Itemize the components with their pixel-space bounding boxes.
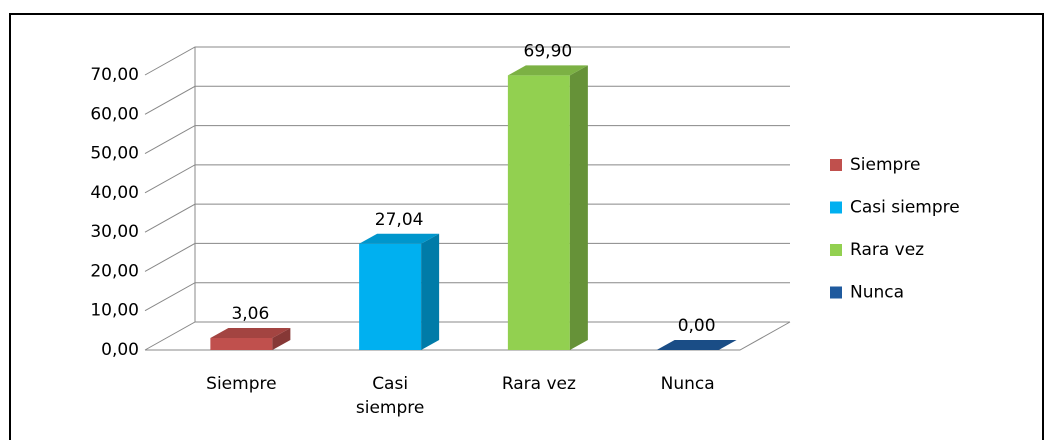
legend-swatch bbox=[830, 286, 842, 299]
grid-line bbox=[144, 282, 790, 312]
y-tick-label: 40,00 bbox=[90, 183, 139, 203]
bar-top bbox=[656, 340, 737, 350]
bar-front bbox=[359, 243, 422, 350]
grid-line bbox=[144, 125, 790, 155]
legend-label: Siempre bbox=[850, 155, 920, 175]
bar-top bbox=[507, 65, 588, 76]
bar-front bbox=[210, 337, 273, 350]
y-tick-label: 50,00 bbox=[90, 144, 139, 164]
grid-line bbox=[144, 242, 790, 272]
legend-label: Nunca bbox=[850, 283, 904, 303]
bar-front bbox=[507, 75, 570, 351]
y-tick-label: 10,00 bbox=[90, 301, 139, 321]
y-tick-label: 30,00 bbox=[90, 222, 139, 242]
x-tick-label: Nunca bbox=[660, 374, 715, 394]
bar-side bbox=[569, 65, 588, 351]
legend-label: Rara vez bbox=[850, 240, 924, 260]
y-tick-label: 70,00 bbox=[90, 65, 139, 85]
y-tick-label: 0,00 bbox=[101, 340, 139, 360]
value-label: 0,00 bbox=[678, 316, 716, 336]
floor bbox=[145, 321, 791, 351]
grid-line bbox=[144, 203, 790, 233]
x-tick-label: Siempre bbox=[206, 374, 277, 394]
y-tick-label: 20,00 bbox=[90, 261, 139, 281]
value-label: 3,06 bbox=[231, 304, 269, 324]
legend-swatch bbox=[830, 244, 842, 256]
value-label: 69,90 bbox=[524, 41, 573, 61]
bar-top bbox=[210, 327, 291, 338]
value-label: 27,04 bbox=[375, 210, 424, 230]
legend-label: Casi siempre bbox=[850, 198, 960, 218]
chart-border bbox=[9, 13, 1044, 440]
x-tick-label: Casi siempre bbox=[355, 374, 425, 418]
bar-side bbox=[421, 233, 440, 350]
grid-line bbox=[144, 164, 790, 194]
bar-top bbox=[359, 233, 440, 244]
x-tick-label: Rara vez bbox=[501, 374, 576, 394]
grid-line bbox=[144, 321, 790, 351]
legend-swatch bbox=[830, 201, 842, 214]
y-tick-label: 60,00 bbox=[90, 104, 139, 124]
grid-line bbox=[144, 85, 790, 115]
grid-line bbox=[144, 46, 790, 76]
bar-side bbox=[272, 327, 291, 350]
legend-swatch bbox=[830, 159, 842, 171]
